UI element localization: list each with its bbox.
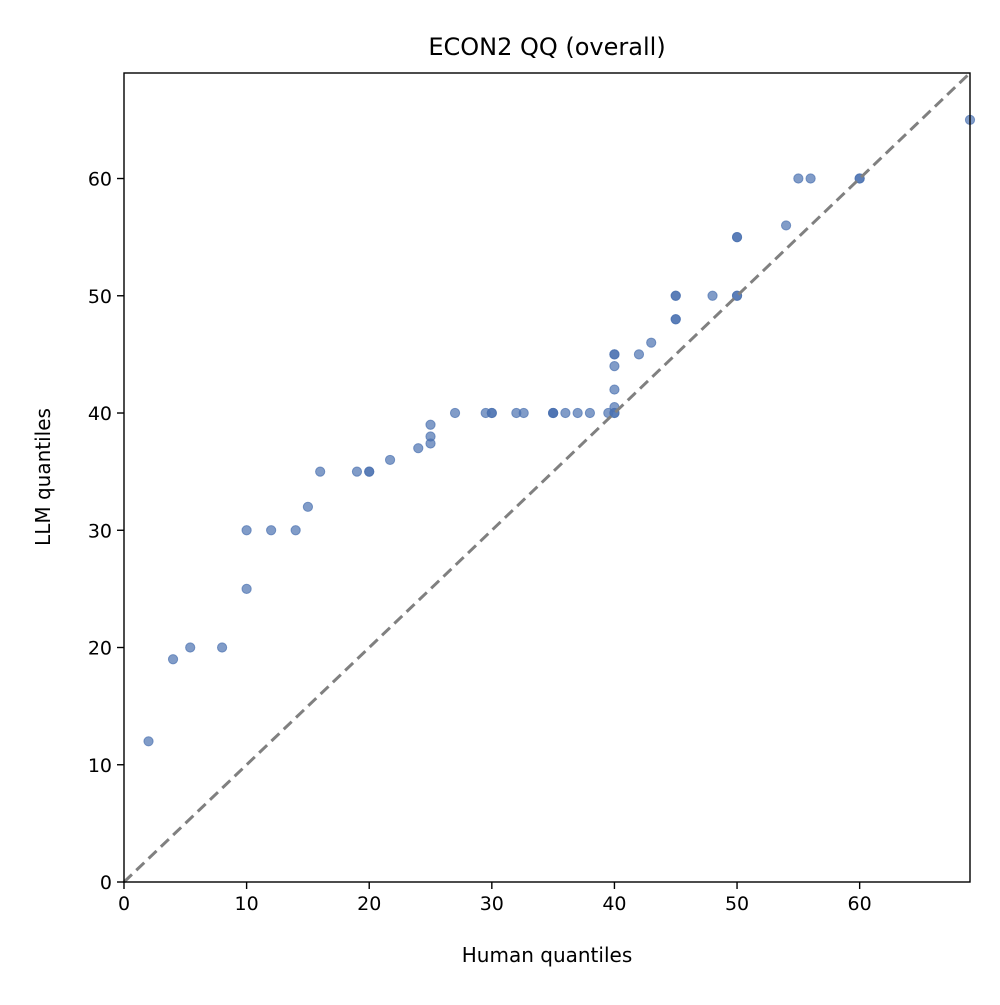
- y-tick-label: 50: [88, 286, 112, 308]
- data-point: [518, 407, 529, 419]
- data-point: [143, 736, 154, 747]
- data-point: [290, 525, 301, 536]
- y-axis-label: LLM quantiles: [31, 408, 55, 546]
- data-point: [449, 407, 461, 419]
- data-point: [216, 642, 228, 653]
- data-point: [609, 361, 620, 372]
- data-point: [185, 642, 196, 653]
- x-tick-label: 40: [602, 893, 626, 915]
- data-point: [364, 466, 375, 477]
- y-tick-label: 30: [88, 520, 112, 542]
- data-point: [805, 173, 816, 184]
- x-tick-label: 10: [235, 893, 259, 915]
- data-point: [413, 443, 424, 454]
- data-point: [609, 384, 620, 395]
- data-point: [241, 525, 252, 536]
- data-point: [167, 654, 179, 665]
- data-point: [584, 407, 596, 419]
- data-point: [241, 583, 252, 594]
- x-axis-label: Human quantiles: [462, 943, 632, 967]
- data-point: [425, 431, 436, 442]
- x-axis-ticks: 0 10 20 30 40 50 60: [118, 882, 872, 915]
- data-point: [302, 501, 314, 512]
- data-point: [384, 454, 396, 466]
- data-point: [315, 466, 326, 477]
- data-point: [572, 407, 583, 419]
- data-point: [351, 466, 363, 477]
- data-point: [793, 173, 804, 184]
- y-tick-label: 60: [88, 169, 112, 191]
- data-point: [646, 337, 657, 348]
- x-tick-label: 0: [118, 893, 130, 915]
- scatter-points: [143, 114, 976, 747]
- data-point: [560, 407, 571, 419]
- data-point: [266, 525, 277, 536]
- data-point: [707, 290, 718, 301]
- data-point: [670, 314, 681, 325]
- y-tick-label: 20: [88, 638, 112, 660]
- x-tick-label: 30: [480, 893, 504, 915]
- reference-diagonal-line: [122, 71, 972, 884]
- data-point: [633, 349, 645, 360]
- y-axis-ticks: 0 10 20 30 40 50 60: [88, 169, 124, 894]
- data-point: [731, 232, 743, 243]
- x-tick-label: 60: [848, 893, 872, 915]
- chart-title: ECON2 QQ (overall): [428, 33, 665, 61]
- data-point: [780, 220, 792, 231]
- data-point: [609, 349, 620, 360]
- y-tick-label: 10: [88, 755, 112, 777]
- data-point: [548, 407, 559, 419]
- x-tick-label: 50: [725, 893, 749, 915]
- x-tick-label: 20: [357, 893, 381, 915]
- plot-frame: [123, 72, 971, 883]
- y-tick-label: 0: [100, 872, 112, 894]
- data-point: [670, 290, 681, 301]
- data-point: [486, 407, 497, 419]
- y-tick-label: 40: [88, 403, 112, 425]
- data-point: [425, 419, 436, 430]
